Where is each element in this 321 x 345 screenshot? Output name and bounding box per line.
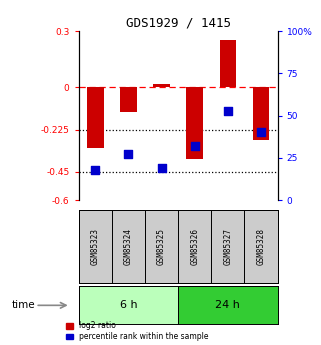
Legend: log2 ratio, percentile rank within the sample: log2 ratio, percentile rank within the s…: [66, 321, 208, 341]
Text: 6 h: 6 h: [120, 300, 137, 310]
Text: time: time: [11, 300, 35, 310]
Text: GSM85328: GSM85328: [256, 228, 265, 265]
FancyBboxPatch shape: [79, 210, 112, 283]
Text: 24 h: 24 h: [215, 300, 240, 310]
Point: [126, 152, 131, 157]
Text: GSM85323: GSM85323: [91, 228, 100, 265]
FancyBboxPatch shape: [178, 210, 211, 283]
Text: GSM85324: GSM85324: [124, 228, 133, 265]
FancyBboxPatch shape: [211, 210, 245, 283]
FancyBboxPatch shape: [79, 286, 178, 324]
Bar: [87, 87, 103, 148]
Point: [93, 167, 98, 172]
Point: [258, 130, 264, 135]
FancyBboxPatch shape: [112, 210, 145, 283]
FancyBboxPatch shape: [145, 210, 178, 283]
Bar: [220, 40, 236, 87]
Bar: [253, 87, 269, 140]
FancyBboxPatch shape: [245, 210, 278, 283]
Text: GSM85326: GSM85326: [190, 228, 199, 265]
Text: GSM85327: GSM85327: [223, 228, 232, 265]
Point: [159, 165, 164, 171]
Bar: [153, 83, 170, 87]
FancyBboxPatch shape: [178, 286, 278, 324]
Title: GDS1929 / 1415: GDS1929 / 1415: [126, 17, 231, 30]
Point: [225, 108, 230, 113]
Text: GSM85325: GSM85325: [157, 228, 166, 265]
Point: [192, 143, 197, 149]
Bar: [120, 87, 137, 112]
Bar: [187, 87, 203, 159]
